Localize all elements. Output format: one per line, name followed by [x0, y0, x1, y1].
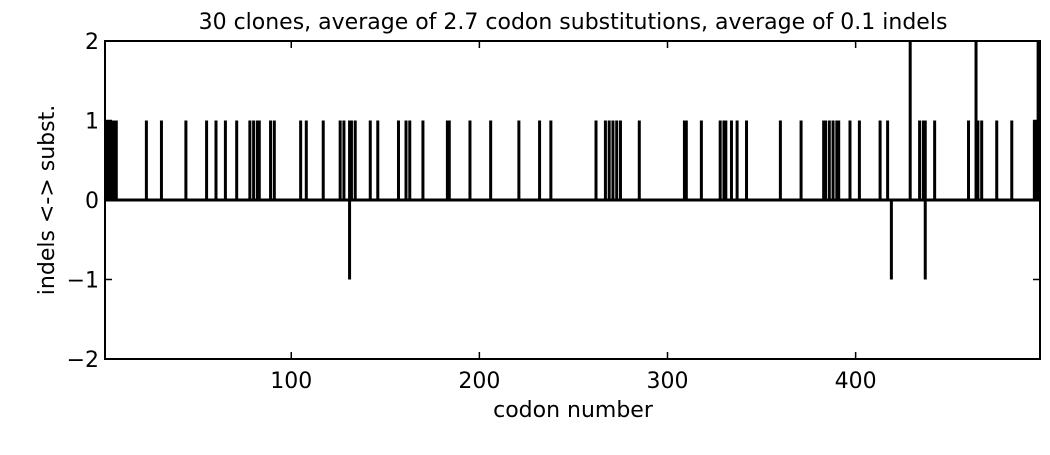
y-tick-label: 1: [85, 110, 99, 135]
x-tick-label: 100: [270, 369, 312, 394]
chart-title: 30 clones, average of 2.7 codon substitu…: [199, 10, 948, 35]
x-tick-label: 300: [647, 369, 689, 394]
y-tick-label: 2: [85, 30, 99, 55]
bars-layer: [105, 41, 1040, 280]
y-tick-label: −2: [67, 348, 99, 373]
y-tick-label: −1: [67, 269, 99, 294]
y-tick-label: 0: [85, 189, 99, 214]
x-axis-label: codon number: [493, 398, 654, 423]
plot-frame: [104, 40, 1041, 360]
y-axis-label: indels <-> subst.: [35, 105, 60, 295]
ticks-layer: 100 200 300 400 2 1 0 −1 −2: [67, 30, 1040, 394]
x-tick-label: 400: [835, 369, 877, 394]
x-tick-label: 200: [458, 369, 500, 394]
